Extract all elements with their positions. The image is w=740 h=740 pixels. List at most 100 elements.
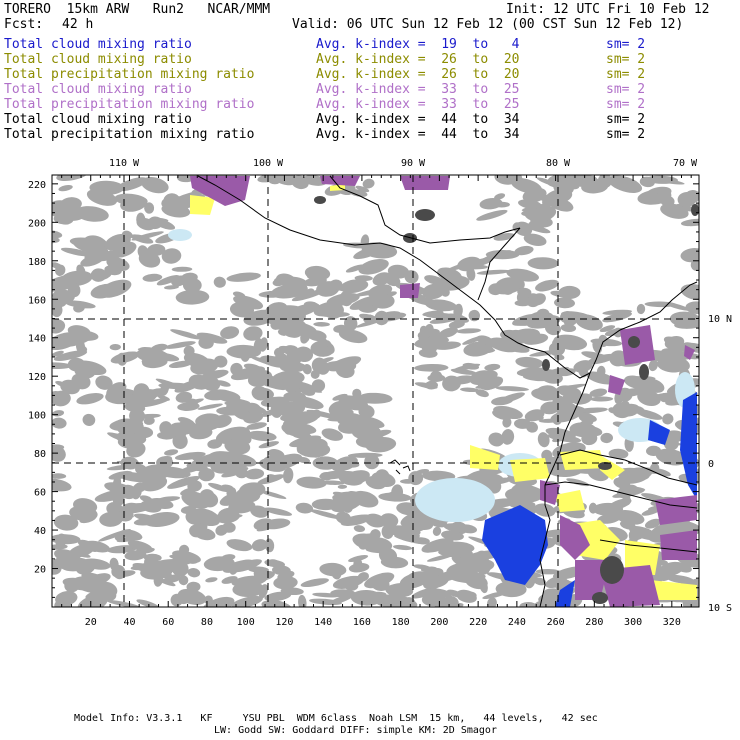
cloud-blob (641, 507, 662, 516)
cloud-blob (245, 468, 265, 480)
cloud-blob (527, 257, 559, 270)
cloud-blob (367, 456, 378, 464)
cloud-blob (251, 539, 268, 552)
y-tick-label: 40 (34, 526, 46, 537)
cloud-blob (79, 514, 97, 524)
cloud-blob (491, 396, 514, 406)
x-tick-label: 80 (201, 617, 213, 628)
cloud-blob (514, 300, 531, 307)
cloud-blob (222, 522, 236, 533)
cloud-blob (329, 279, 343, 290)
cloud-blob (77, 539, 95, 549)
cloud-blob (522, 374, 549, 382)
cloud-blob (493, 405, 523, 420)
cloud-blob (230, 366, 266, 381)
cloud-blob (612, 402, 632, 419)
physics-info: LW: Godd SW: Goddard DIFF: simple KM: 2D… (214, 725, 497, 736)
cloud-blob (590, 396, 614, 402)
cloud-blob (644, 301, 677, 308)
legend-kindex: Avg. k-index = 33 to 25 (316, 97, 520, 112)
cloud-blob (494, 193, 506, 200)
yellow-precip (510, 458, 550, 482)
cloud-blob (612, 489, 645, 498)
cloud-blob (332, 393, 348, 401)
cloud-blob (270, 402, 284, 418)
cloud-blob (107, 545, 137, 554)
cloud-blob (404, 270, 419, 284)
cloud-blob (143, 512, 180, 527)
cloud-blob (282, 401, 297, 408)
cloud-blob (109, 343, 121, 351)
cloud-blob (393, 534, 427, 545)
cloud-blob (123, 502, 140, 511)
dark-core (600, 556, 624, 584)
cloud-blob (232, 491, 258, 501)
cloud-blob (144, 202, 155, 214)
legend-field: Total cloud mixing ratio (4, 52, 192, 67)
cloud-blob (215, 510, 240, 524)
cloud-blob (229, 437, 246, 453)
cloud-blob (331, 456, 358, 472)
cloud-blob (523, 233, 547, 246)
cloud-blob (226, 539, 253, 552)
cloud-blob (338, 417, 369, 434)
cloud-blob (257, 474, 285, 485)
cloud-blob (622, 494, 631, 506)
cloud-blob (231, 575, 267, 587)
cloud-blob (220, 326, 240, 339)
cloud-blob (183, 352, 212, 370)
cloud-blob (639, 176, 655, 188)
longitude-label: 90 W (401, 158, 426, 169)
light-blue-patch (415, 478, 495, 522)
cloud-blob (577, 361, 589, 378)
cloud-blob (402, 597, 416, 607)
cloud-blob (122, 510, 134, 519)
cloud-blob (116, 536, 143, 543)
x-tick-label: 320 (663, 617, 681, 628)
cloud-blob (553, 334, 588, 351)
cloud-blob (460, 387, 480, 393)
legend-sm: sm= 2 (606, 52, 646, 67)
cloud-blob (590, 338, 623, 347)
cloud-blob (535, 385, 558, 401)
cloud-blob (448, 320, 465, 329)
cloud-blob (52, 446, 66, 462)
cloud-blob (144, 555, 159, 571)
cloud-blob (109, 557, 119, 571)
longitude-label: 80 W (546, 158, 571, 169)
cloud-blob (141, 176, 169, 194)
cloud-blob (685, 301, 699, 315)
x-tick-label: 260 (547, 617, 565, 628)
cloud-blob (169, 422, 187, 432)
y-tick-label: 60 (34, 488, 46, 499)
cloud-blob (163, 574, 181, 583)
cloud-blob (393, 544, 413, 551)
cloud-blob (178, 464, 203, 474)
cloud-blob (247, 430, 277, 442)
cloud-blob (180, 487, 197, 496)
coastline (589, 281, 698, 374)
cloud-blob (52, 262, 63, 270)
cloud-blob (484, 363, 501, 371)
cloud-blob (312, 592, 340, 598)
dark-core (639, 364, 649, 380)
cloud-blob (232, 291, 246, 299)
coastline (329, 175, 521, 244)
cloud-blob (198, 336, 214, 349)
x-tick-label: 40 (123, 617, 135, 628)
cloud-blob (511, 328, 541, 342)
cloud-blob (52, 477, 72, 492)
cloud-blob (168, 360, 193, 369)
cloud-blob (136, 348, 170, 364)
purple-precip (560, 515, 590, 560)
cloud-blob (201, 376, 221, 392)
cloud-blob (169, 554, 191, 561)
cloud-blob (378, 547, 398, 564)
cloud-blob (514, 245, 534, 256)
cloud-blob (447, 262, 472, 271)
cloud-blob (544, 188, 573, 205)
cloud-blob (131, 442, 141, 448)
x-tick-label: 120 (275, 617, 293, 628)
cloud-blob (52, 339, 63, 349)
cloud-blob (58, 184, 73, 192)
